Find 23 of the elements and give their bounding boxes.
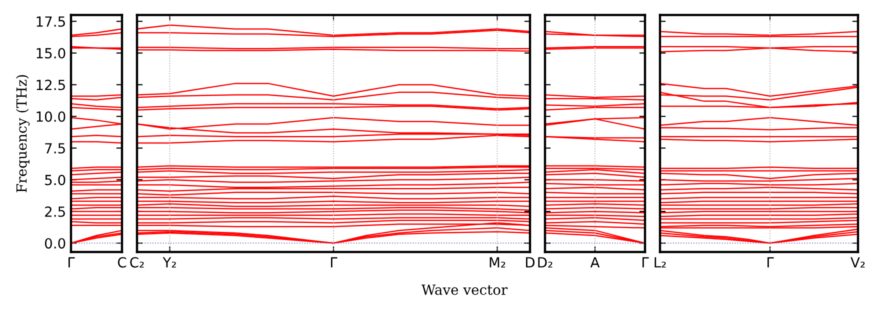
y-axis-title: Frequency (THz)	[16, 75, 30, 192]
x-tick-label: C	[118, 257, 126, 268]
x-tick-label: D₂	[538, 257, 552, 268]
y-tick-label: 10.0	[36, 111, 66, 122]
y-tick-label: 15.0	[36, 48, 66, 58]
x-tick-label: Γ	[68, 257, 75, 268]
y-tick-label: 5.0	[45, 174, 66, 186]
x-tick-label: L₂	[654, 257, 666, 268]
x-tick-label: Γ	[767, 257, 774, 268]
y-tick-label: 2.5	[45, 206, 65, 217]
x-tick-label: Γ	[642, 257, 649, 268]
x-tick-label: M₂	[490, 257, 506, 268]
x-tick-label: Γ	[330, 257, 338, 268]
x-tick-label: A	[590, 257, 600, 268]
y-tick-label: 17.5	[36, 16, 65, 27]
x-axis-title: Wave vector	[421, 284, 508, 295]
y-tick-label: 0.0	[44, 238, 66, 249]
y-tick-label: 12.5	[36, 80, 65, 90]
x-tick-label: V₂	[850, 257, 865, 268]
y-tick-label: 7.5	[45, 143, 65, 154]
x-tick-label: C₂	[130, 257, 144, 268]
x-tick-label: Y₂	[162, 257, 176, 268]
x-tick-label: D	[526, 257, 535, 268]
